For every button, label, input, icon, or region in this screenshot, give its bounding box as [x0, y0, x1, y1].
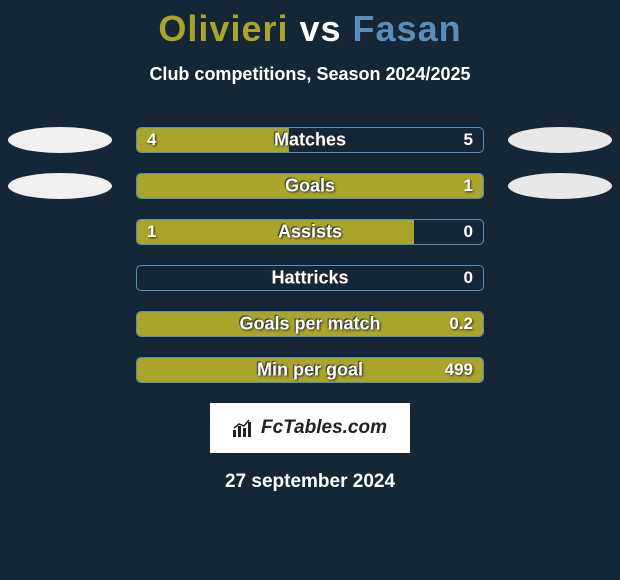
oval-spacer: [8, 219, 112, 245]
stat-bar: Goals per match 0.2: [136, 311, 484, 337]
stat-label: Goals: [285, 176, 335, 197]
stat-label: Goals per match: [239, 314, 380, 335]
chart-icon: [233, 419, 255, 437]
value-right: 0.2: [449, 314, 473, 334]
oval-spacer: [508, 311, 612, 337]
stat-rows: 4 Matches 5 Goals 1 1 Assists 0 Hattricks 0 Goals …: [0, 127, 620, 383]
player2-oval: [508, 173, 612, 199]
bar-fill: [137, 128, 289, 152]
stat-label: Assists: [278, 222, 342, 243]
vs-text: vs: [288, 8, 352, 49]
date-text: 27 september 2024: [0, 471, 620, 493]
stat-bar: Min per goal 499: [136, 357, 484, 383]
oval-spacer: [508, 357, 612, 383]
player1-oval: [8, 127, 112, 153]
comparison-widget: Olivieri vs Fasan Club competitions, Sea…: [0, 0, 620, 493]
oval-spacer: [8, 311, 112, 337]
oval-spacer: [508, 265, 612, 291]
value-left: 1: [147, 222, 156, 242]
oval-spacer: [508, 219, 612, 245]
value-right: 0: [464, 268, 473, 288]
player1-oval: [8, 173, 112, 199]
stat-row: Goals per match 0.2: [8, 311, 612, 337]
stat-bar: 4 Matches 5: [136, 127, 484, 153]
stat-label: Matches: [274, 130, 346, 151]
player2-oval: [508, 127, 612, 153]
bar-fill: [137, 220, 414, 244]
stat-row: 1 Assists 0: [8, 219, 612, 245]
subtitle: Club competitions, Season 2024/2025: [0, 64, 620, 85]
value-right: 0: [464, 222, 473, 242]
oval-spacer: [8, 265, 112, 291]
stat-row: Hattricks 0: [8, 265, 612, 291]
brand-logo: FcTables.com: [210, 403, 410, 453]
oval-spacer: [8, 357, 112, 383]
stat-bar: Goals 1: [136, 173, 484, 199]
stat-bar: Hattricks 0: [136, 265, 484, 291]
player2-name: Fasan: [353, 8, 462, 49]
value-left: 4: [147, 130, 156, 150]
value-right: 5: [464, 130, 473, 150]
stat-row: Goals 1: [8, 173, 612, 199]
value-right: 499: [445, 360, 473, 380]
page-title: Olivieri vs Fasan: [0, 8, 620, 50]
stat-label: Min per goal: [257, 360, 363, 381]
value-right: 1: [464, 176, 473, 196]
brand-text: FcTables.com: [261, 417, 387, 439]
stat-row: 4 Matches 5: [8, 127, 612, 153]
stat-bar: 1 Assists 0: [136, 219, 484, 245]
stat-label: Hattricks: [271, 268, 348, 289]
stat-row: Min per goal 499: [8, 357, 612, 383]
player1-name: Olivieri: [158, 8, 288, 49]
